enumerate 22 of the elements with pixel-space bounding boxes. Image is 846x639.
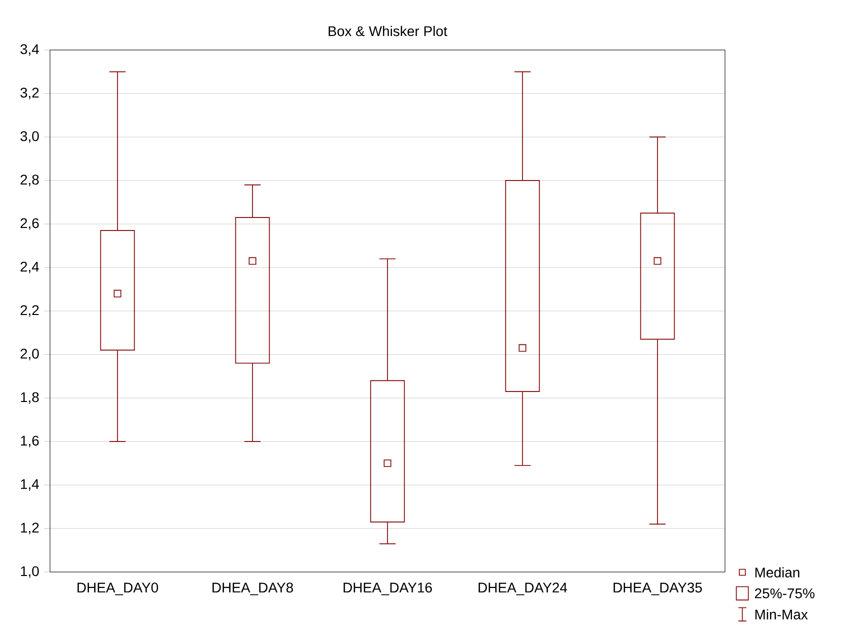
x-tick-label: DHEA_DAY0 <box>78 582 158 596</box>
y-tick-label: 1,8 <box>20 392 39 404</box>
text: Median <box>755 567 800 578</box>
x-tick-label: DHEA_DAY16 <box>344 582 432 596</box>
x-tick-label: DHEA_DAY8 <box>212 582 293 596</box>
y-tick-label: 1,2 <box>20 522 39 534</box>
y-tick-label: 2,0 <box>20 348 39 360</box>
x-tick-label: DHEA_DAY35 <box>614 582 702 596</box>
y-tick-label: 1,6 <box>20 436 39 448</box>
x-tick-label: DHEA_DAY24 <box>478 582 568 596</box>
chart-title: Box & Whisker Plot <box>328 26 448 36</box>
y-tick-label: 3,0 <box>20 131 39 143</box>
y-tick-label: 3,2 <box>20 88 39 100</box>
y-tick-label: 2,2 <box>20 305 39 317</box>
y-tick-label: 1,4 <box>20 479 39 491</box>
y-tick-label: 2,8 <box>20 174 39 186</box>
y-tick-label: 1,0 <box>20 566 39 578</box>
text: Min-Max <box>755 609 808 620</box>
y-tick-label: 3,4 <box>20 44 39 56</box>
y-tick-label: 2,4 <box>20 262 39 274</box>
y-tick-label: 2,6 <box>20 218 39 230</box>
text: 25%-75% <box>754 588 814 598</box>
